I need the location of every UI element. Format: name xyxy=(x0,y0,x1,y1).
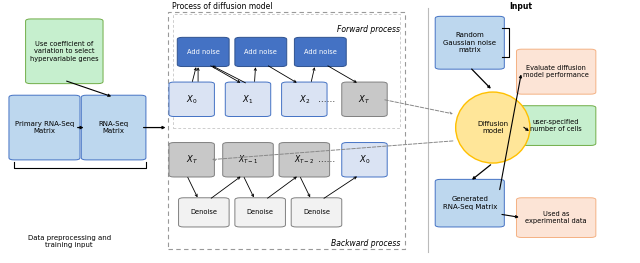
FancyBboxPatch shape xyxy=(279,143,330,177)
Text: Use coefficient of
variation to select
hypervariable genes: Use coefficient of variation to select h… xyxy=(30,41,99,62)
FancyBboxPatch shape xyxy=(81,95,146,160)
Text: Add noise: Add noise xyxy=(187,49,220,55)
FancyBboxPatch shape xyxy=(179,198,229,227)
Text: $X_1$: $X_1$ xyxy=(243,93,253,105)
FancyBboxPatch shape xyxy=(26,19,103,84)
Text: ......: ...... xyxy=(319,95,335,104)
Text: Diffusion
model: Diffusion model xyxy=(477,121,508,134)
Text: $X_T$: $X_T$ xyxy=(358,93,371,105)
FancyBboxPatch shape xyxy=(235,37,287,67)
Text: Used as
experimental data: Used as experimental data xyxy=(525,211,587,224)
Text: ......: ...... xyxy=(319,155,335,164)
FancyBboxPatch shape xyxy=(516,49,596,94)
Text: Generated
RNA-Seq Matrix: Generated RNA-Seq Matrix xyxy=(443,196,497,210)
Text: Process of diffusion model: Process of diffusion model xyxy=(172,2,272,11)
FancyBboxPatch shape xyxy=(435,16,504,69)
Text: Random
Gaussian noise
matrix: Random Gaussian noise matrix xyxy=(444,32,496,53)
FancyBboxPatch shape xyxy=(342,82,387,117)
FancyBboxPatch shape xyxy=(169,143,214,177)
Text: Denoise: Denoise xyxy=(246,209,274,215)
FancyBboxPatch shape xyxy=(435,179,504,227)
Text: Denoise: Denoise xyxy=(303,209,330,215)
Text: $X_T$: $X_T$ xyxy=(186,154,198,166)
Text: $X_{T-2}$: $X_{T-2}$ xyxy=(294,154,314,166)
Text: Data preprocessing and
training input: Data preprocessing and training input xyxy=(28,235,111,248)
Text: Backward process: Backward process xyxy=(331,239,400,248)
FancyBboxPatch shape xyxy=(282,82,327,117)
FancyBboxPatch shape xyxy=(169,82,214,117)
Text: Evaluate diffusion
model performance: Evaluate diffusion model performance xyxy=(524,65,589,78)
FancyBboxPatch shape xyxy=(223,143,273,177)
Text: $X_{T-1}$: $X_{T-1}$ xyxy=(238,154,258,166)
Text: user-specified
number of cells: user-specified number of cells xyxy=(531,119,582,132)
Text: $X_0$: $X_0$ xyxy=(186,93,197,105)
Text: Primary RNA-Seq
Matrix: Primary RNA-Seq Matrix xyxy=(15,121,74,134)
FancyBboxPatch shape xyxy=(342,143,387,177)
Text: Add noise: Add noise xyxy=(304,49,337,55)
Ellipse shape xyxy=(456,92,530,163)
Text: Denoise: Denoise xyxy=(190,209,218,215)
FancyBboxPatch shape xyxy=(516,106,596,145)
FancyBboxPatch shape xyxy=(291,198,342,227)
FancyBboxPatch shape xyxy=(235,198,285,227)
FancyBboxPatch shape xyxy=(516,198,596,237)
FancyBboxPatch shape xyxy=(177,37,229,67)
Text: Forward process: Forward process xyxy=(337,24,400,34)
Text: Add noise: Add noise xyxy=(244,49,277,55)
Text: $X_0$: $X_0$ xyxy=(359,154,370,166)
FancyBboxPatch shape xyxy=(9,95,80,160)
Text: $X_2$: $X_2$ xyxy=(299,93,310,105)
Text: Generating
Input: Generating Input xyxy=(509,0,558,11)
FancyBboxPatch shape xyxy=(294,37,346,67)
FancyBboxPatch shape xyxy=(225,82,271,117)
Text: RNA-Seq
Matrix: RNA-Seq Matrix xyxy=(99,121,129,134)
